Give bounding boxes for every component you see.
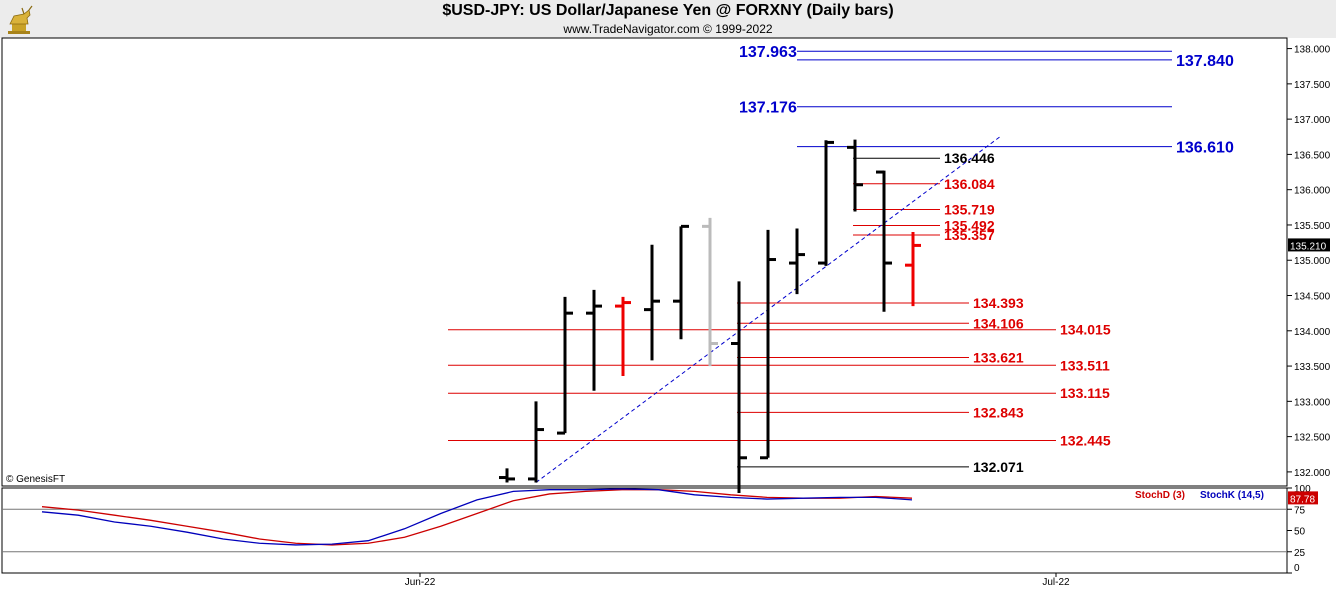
level-label-132.843: 132.843 xyxy=(973,404,1024,420)
stoch-tick-label: 50 xyxy=(1294,527,1306,538)
level-label-133.115: 133.115 xyxy=(1060,385,1110,401)
price-tick-label: 133.500 xyxy=(1294,362,1331,373)
price-tick-label: 132.500 xyxy=(1294,433,1331,444)
time-axis: Jun-22 Jul-22 xyxy=(405,573,1070,588)
time-label-Jun-22: Jun-22 xyxy=(405,577,436,588)
ohlc-bar-3 xyxy=(557,296,573,435)
legend-stoch-k: StochK (14,5) xyxy=(1200,490,1264,501)
price-tick-label: 136.000 xyxy=(1294,186,1331,197)
ohlc-bar-13 xyxy=(847,139,863,212)
ohlc-bar-7 xyxy=(673,224,689,340)
current-price-box xyxy=(1288,238,1330,252)
ohlc-bar-4 xyxy=(586,289,602,391)
ohlc-bar-8 xyxy=(702,217,718,367)
stoch-current-box xyxy=(1288,491,1318,505)
level-label-136.446: 136.446 xyxy=(944,150,995,166)
level-label-135.492: 135.492 xyxy=(944,218,995,234)
chart-title: $USD-JPY: US Dollar/Japanese Yen @ FORXN… xyxy=(442,2,894,19)
stoch-tick-label: 25 xyxy=(1294,548,1306,559)
chart-header xyxy=(0,0,1336,38)
level-label-134.106: 134.106 xyxy=(973,315,1024,331)
level-label-132.071: 132.071 xyxy=(973,459,1024,475)
stoch-series-k xyxy=(41,488,913,546)
ohlc-bar-12 xyxy=(818,140,834,266)
stoch-current-label: 87.78 xyxy=(1290,494,1315,505)
level-label-137.963: 137.963 xyxy=(739,44,797,61)
chart-subtitle: www.TradeNavigator.com © 1999-2022 xyxy=(563,22,773,36)
price-tick-label: 132.000 xyxy=(1294,468,1331,479)
price-tick-label: 137.000 xyxy=(1294,115,1331,126)
price-tick-label: 134.000 xyxy=(1294,327,1331,338)
stoch-tick-label: 100 xyxy=(1294,484,1311,495)
stochastic-panel: 100 75 50 25 0 StochD (3) StochK (14,5) 87.78 xyxy=(2,484,1318,574)
price-tick-label: 138.000 xyxy=(1294,45,1331,56)
price-tick-label: 136.500 xyxy=(1294,150,1331,161)
level-label-136.084: 136.084 xyxy=(944,176,995,192)
ohlc-bar-10 xyxy=(760,229,776,460)
legend-stoch-d: StochD (3) xyxy=(1135,490,1185,501)
ohlc-bar-2 xyxy=(528,401,544,483)
level-label-132.445: 132.445 xyxy=(1060,432,1111,448)
ohlc-bar-5 xyxy=(615,296,631,376)
level-label-133.621: 133.621 xyxy=(973,350,1024,366)
plot-frame xyxy=(1,37,1288,574)
ohlc-bar-1 xyxy=(499,468,515,483)
level-label-135.357: 135.357 xyxy=(944,227,995,243)
level-label-133.511: 133.511 xyxy=(1060,357,1110,373)
level-label-136.610: 136.610 xyxy=(1176,140,1234,157)
stoch-tick-label: 75 xyxy=(1294,505,1306,516)
ohlc-bar-9 xyxy=(731,281,747,494)
price-tick-label: 134.500 xyxy=(1294,292,1331,303)
golden-bull-icon xyxy=(8,5,33,34)
time-label-Jul-22: Jul-22 xyxy=(1042,577,1070,588)
stoch-tick-label: 0 xyxy=(1294,563,1300,574)
level-label-134.015: 134.015 xyxy=(1060,322,1111,338)
watermark: © GenesisFT xyxy=(6,474,66,485)
ohlc-bar-6 xyxy=(644,244,660,361)
level-label-137.840: 137.840 xyxy=(1176,53,1234,70)
price-tick-label: 133.000 xyxy=(1294,397,1331,408)
stoch-series-d xyxy=(41,489,913,546)
current-price-label: 135.210 xyxy=(1290,241,1327,252)
level-label-134.393: 134.393 xyxy=(973,295,1024,311)
price-tick-label: 137.500 xyxy=(1294,80,1331,91)
stoch-plot-area xyxy=(1,487,1288,574)
ohlc-bar-14 xyxy=(876,170,892,312)
level-label-137.176: 137.176 xyxy=(739,100,797,117)
price-tick-label: 135.000 xyxy=(1294,256,1331,267)
ohlc-bar-15 xyxy=(905,232,921,307)
level-lines: 137.963 137.840 137.176 136.610 136.446 136.0… xyxy=(448,44,1234,475)
level-label-135.719: 135.719 xyxy=(944,202,995,218)
price-tick-label: 135.500 xyxy=(1294,221,1331,232)
ohlc-bar-11 xyxy=(789,228,805,295)
price-bars xyxy=(499,139,921,494)
price-axis: 138.000 137.500 137.000 136.500 136.000 135.5… xyxy=(1287,45,1331,479)
price-plot-area xyxy=(1,37,1288,487)
